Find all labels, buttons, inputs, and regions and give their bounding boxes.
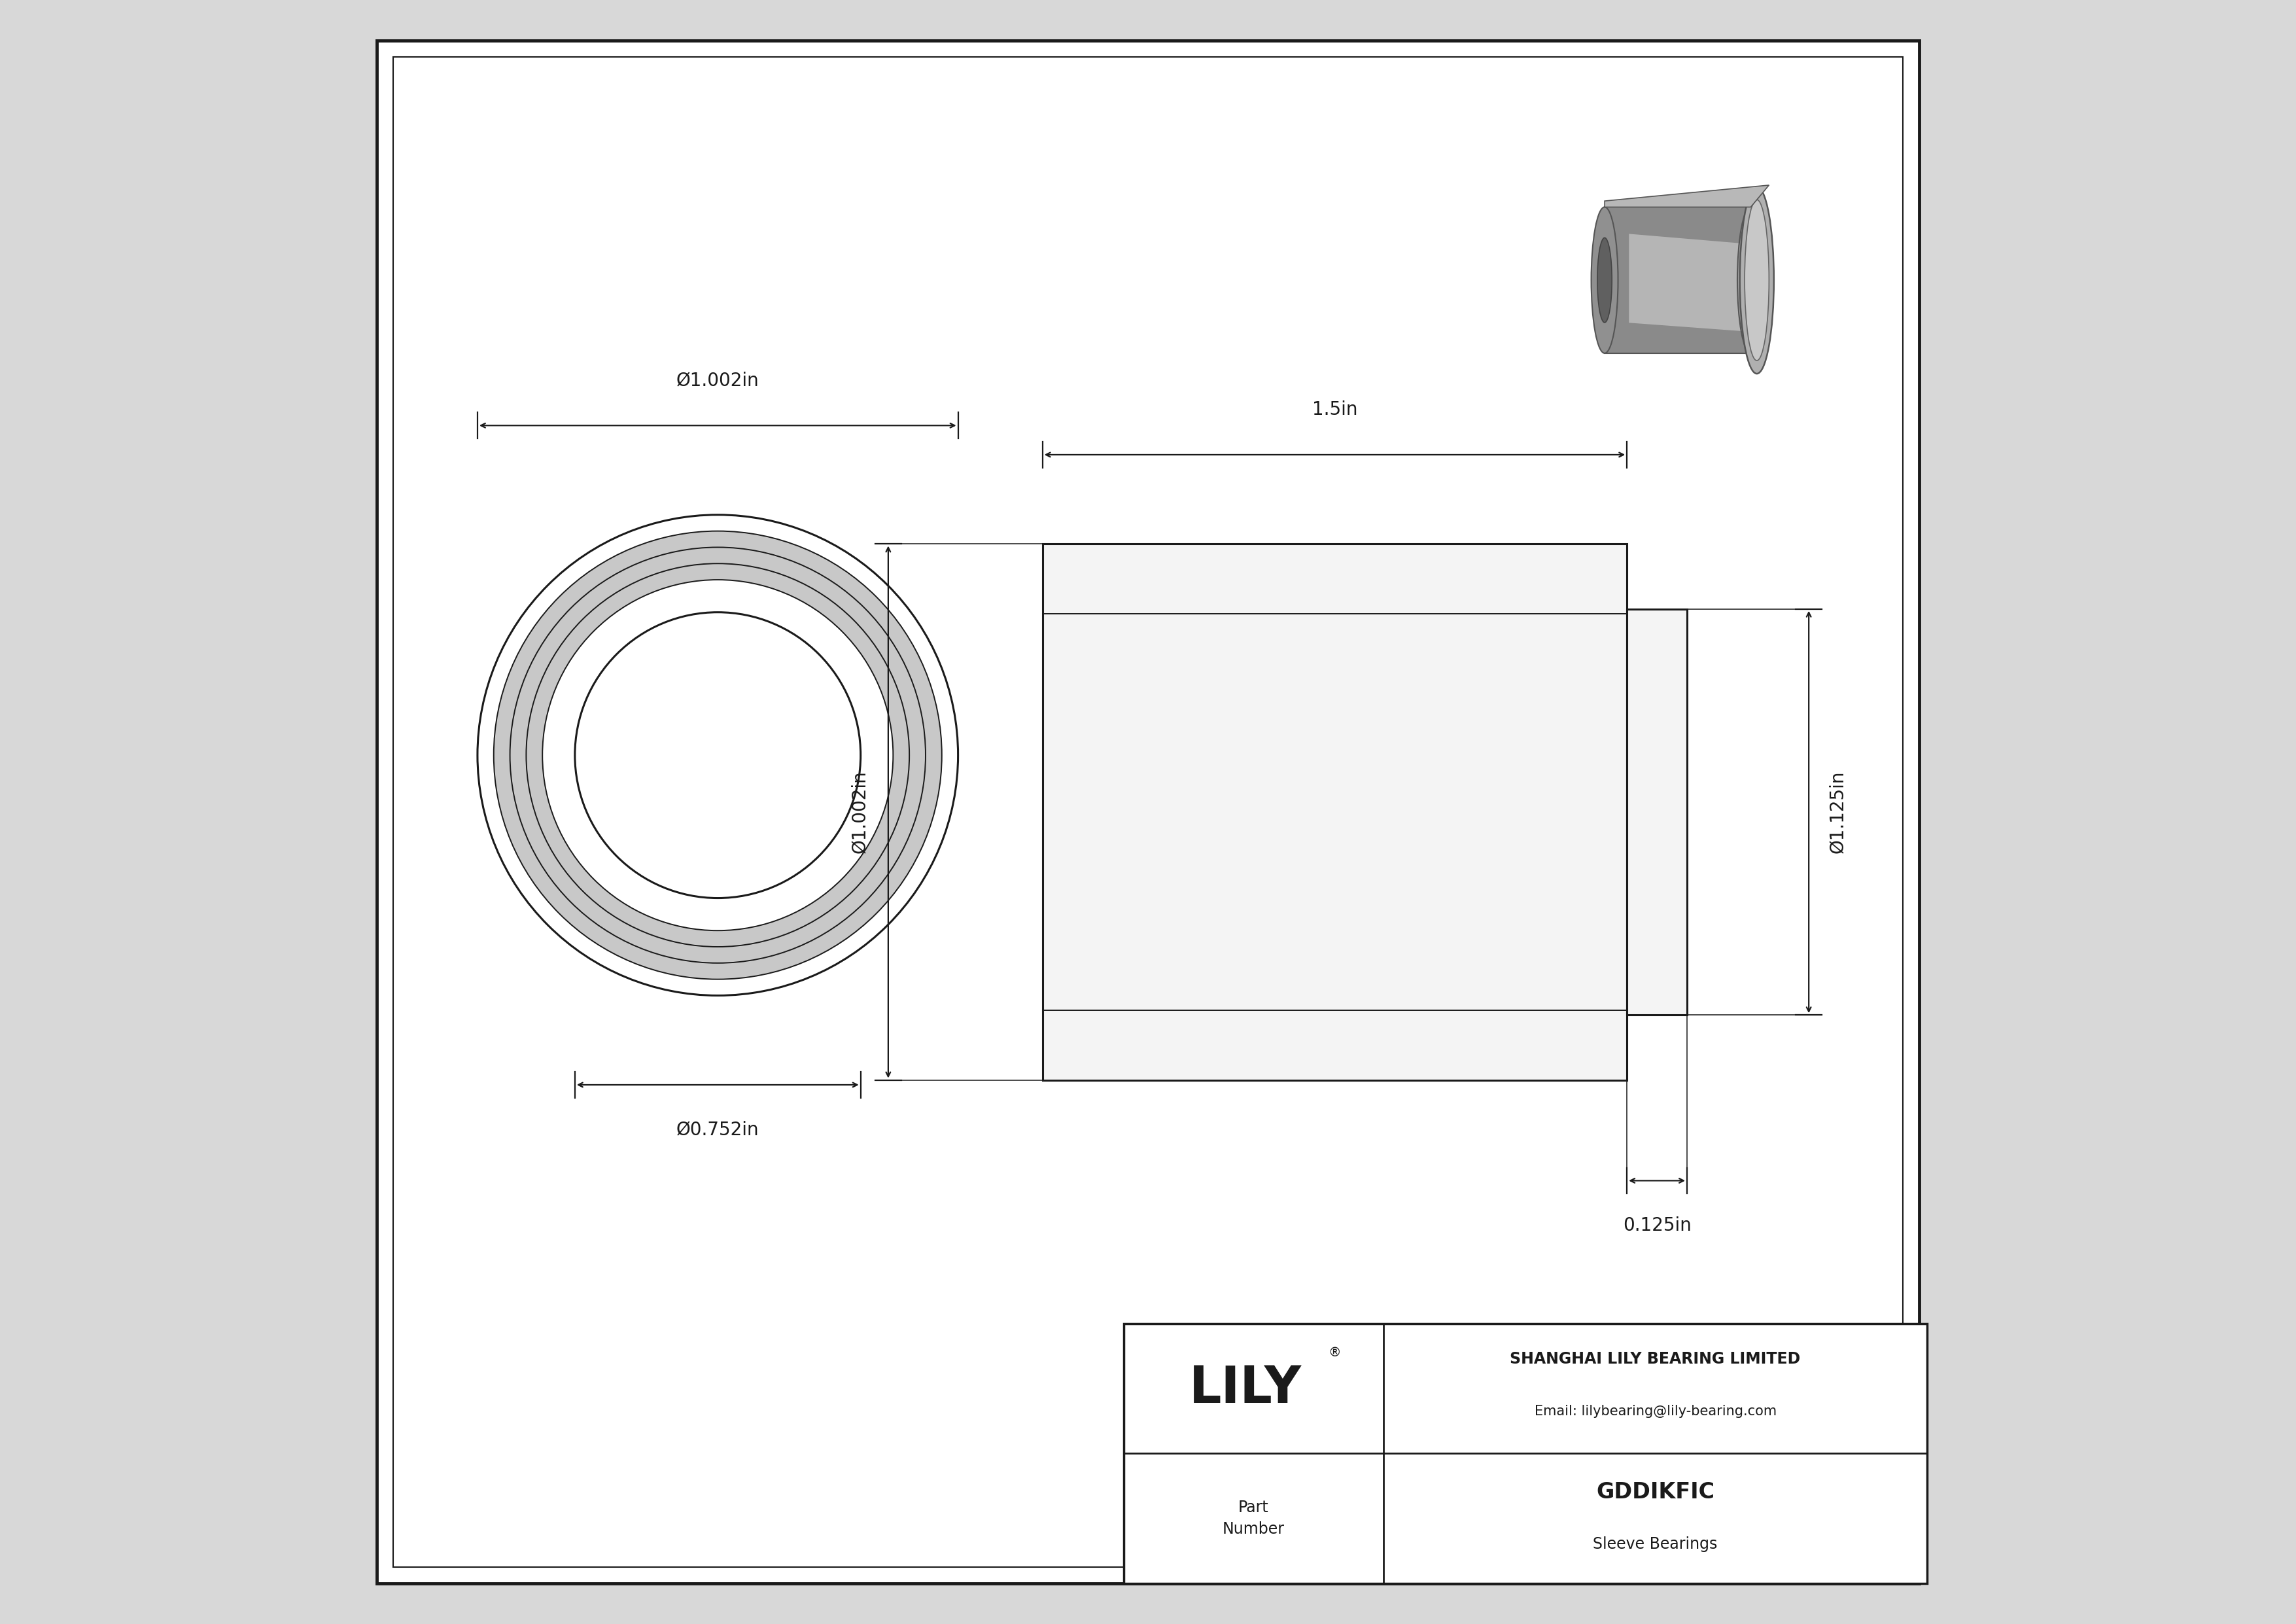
Text: Email: lilybearing@lily-bearing.com: Email: lilybearing@lily-bearing.com	[1534, 1405, 1777, 1418]
Text: Ø1.002in: Ø1.002in	[677, 372, 760, 390]
FancyBboxPatch shape	[1042, 544, 1628, 1080]
Polygon shape	[1605, 208, 1752, 354]
Ellipse shape	[1740, 187, 1775, 374]
Ellipse shape	[1738, 208, 1763, 354]
Text: SHANGHAI LILY BEARING LIMITED: SHANGHAI LILY BEARING LIMITED	[1511, 1351, 1800, 1367]
Text: Ø1.002in: Ø1.002in	[850, 770, 868, 854]
Text: Ø1.125in: Ø1.125in	[1828, 771, 1846, 853]
Text: Part
Number: Part Number	[1221, 1499, 1283, 1538]
Text: Ø0.752in: Ø0.752in	[677, 1121, 760, 1138]
Text: 1.5in: 1.5in	[1311, 401, 1357, 419]
Text: 0.125in: 0.125in	[1623, 1216, 1692, 1234]
Polygon shape	[1605, 185, 1768, 208]
Ellipse shape	[1591, 208, 1619, 354]
Text: Sleeve Bearings: Sleeve Bearings	[1593, 1536, 1717, 1553]
FancyBboxPatch shape	[377, 41, 1919, 1583]
Text: ®: ®	[1329, 1346, 1341, 1359]
Text: GDDIKFIC: GDDIKFIC	[1596, 1481, 1715, 1504]
Wedge shape	[494, 531, 941, 979]
Text: LILY: LILY	[1189, 1364, 1302, 1413]
Ellipse shape	[1745, 200, 1768, 361]
FancyBboxPatch shape	[1123, 1324, 1926, 1583]
Ellipse shape	[1598, 237, 1612, 323]
Polygon shape	[1628, 234, 1745, 331]
FancyBboxPatch shape	[1628, 609, 1688, 1015]
